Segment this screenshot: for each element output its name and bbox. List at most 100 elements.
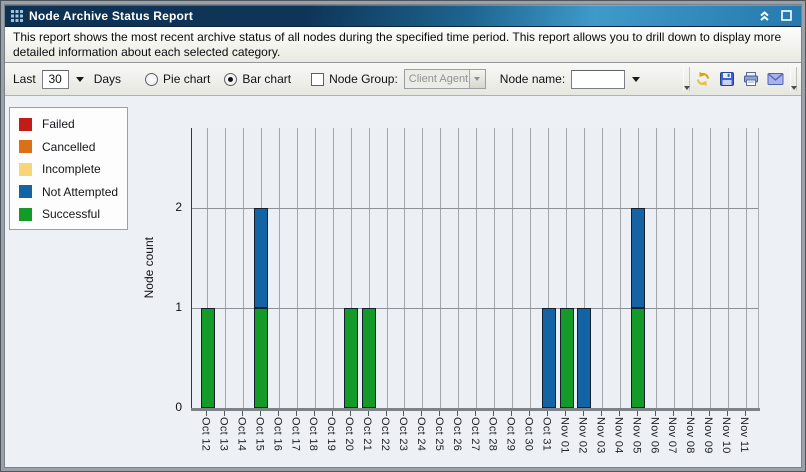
- x-axis-label: Oct 17: [289, 417, 302, 452]
- report-description: This report shows the most recent archiv…: [5, 27, 801, 63]
- x-axis-label: Oct 14: [235, 417, 248, 452]
- legend-item[interactable]: Cancelled: [19, 136, 127, 159]
- x-axis-label: Oct 12: [199, 417, 212, 452]
- pie-chart-label[interactable]: Pie chart: [163, 72, 211, 86]
- filter-toolbar: Last 30 Days Pie chart Bar chart Node Gr…: [5, 63, 801, 96]
- x-axis-label: Oct 29: [504, 417, 517, 452]
- status-legend: Failed Cancelled Incomplete Not Attempted Su…: [9, 107, 128, 230]
- vertical-gridline: [512, 128, 514, 408]
- x-axis-label: Oct 21: [361, 417, 374, 452]
- x-tick: [654, 411, 656, 416]
- bar-not-attempted[interactable]: [577, 308, 592, 408]
- last-label: Last: [13, 72, 36, 86]
- print-icon: [744, 72, 758, 86]
- x-tick: [475, 411, 477, 416]
- node-group-select[interactable]: Client Agent: [403, 69, 486, 89]
- x-tick: [259, 411, 261, 416]
- node-group-value: Client Agent: [404, 70, 469, 88]
- x-tick: [529, 411, 531, 416]
- vertical-gridline: [278, 128, 280, 408]
- horizontal-gridline: [192, 207, 758, 209]
- bar-successful[interactable]: [362, 308, 377, 408]
- x-axis-label: Oct 19: [325, 417, 338, 452]
- pie-chart-radio[interactable]: [145, 72, 159, 86]
- vertical-gridline: [494, 128, 496, 408]
- x-axis-label: Oct 16: [271, 417, 284, 452]
- vertical-gridline: [422, 128, 424, 408]
- x-tick: [457, 411, 459, 416]
- y-axis-tick: 1: [175, 300, 182, 314]
- node-name-dropdown-arrow-icon[interactable]: [632, 76, 641, 82]
- x-axis-label: Oct 22: [379, 417, 391, 452]
- x-tick: [672, 411, 674, 416]
- bar-successful[interactable]: [631, 308, 646, 408]
- chart-area: Failed Cancelled Incomplete Not Attempted Su…: [5, 96, 801, 467]
- vertical-gridline: [673, 128, 675, 408]
- bar-successful[interactable]: [254, 308, 269, 408]
- vertical-gridline: [332, 128, 334, 408]
- bar-chart-radio[interactable]: [224, 72, 238, 86]
- vertical-gridline: [242, 128, 244, 408]
- vertical-gridline: [727, 128, 729, 408]
- legend-item[interactable]: Not Attempted: [19, 181, 127, 204]
- refresh-icon: [696, 71, 710, 87]
- x-tick: [206, 411, 207, 416]
- x-axis-label: Oct 18: [307, 417, 320, 452]
- vertical-gridline: [745, 128, 747, 408]
- x-axis-label: Oct 31: [540, 417, 553, 452]
- x-axis-label: Oct 26: [450, 417, 463, 452]
- x-tick: [241, 411, 243, 416]
- last-days-dropdown-arrow-icon[interactable]: [75, 76, 84, 82]
- save-icon: [720, 72, 734, 86]
- bar-successful[interactable]: [559, 308, 574, 408]
- bar-not-attempted[interactable]: [541, 308, 556, 408]
- save-button[interactable]: [716, 68, 738, 90]
- x-axis-label: Oct 24: [414, 417, 427, 452]
- toolbar-overflow-handle[interactable]: [683, 67, 690, 91]
- bar-successful[interactable]: [200, 308, 215, 408]
- x-tick: [618, 411, 620, 416]
- toolbar-overflow-handle[interactable]: [790, 67, 797, 91]
- legend-item[interactable]: Incomplete: [19, 158, 127, 181]
- vertical-gridline: [476, 128, 478, 408]
- node-group-label: Node Group:: [329, 72, 398, 86]
- grid-icon: [11, 9, 23, 22]
- x-tick: [331, 411, 333, 416]
- bar-not-attempted[interactable]: [631, 208, 646, 308]
- refresh-button[interactable]: [692, 68, 714, 90]
- x-axis-label: Nov 08: [684, 417, 697, 454]
- x-axis-label: Nov 10: [720, 417, 733, 454]
- legend-label: Cancelled: [42, 139, 96, 154]
- x-tick: [726, 411, 728, 416]
- legend-item[interactable]: Successful: [19, 203, 127, 226]
- maximize-box-icon[interactable]: [779, 9, 793, 23]
- last-days-value[interactable]: 30: [41, 69, 69, 89]
- node-group-checkbox[interactable]: [311, 72, 325, 86]
- print-button[interactable]: [740, 68, 762, 90]
- x-axis-label: Oct 15: [253, 417, 266, 452]
- x-axis-label: Oct 23: [396, 417, 409, 452]
- x-tick: [421, 411, 423, 416]
- bar-successful[interactable]: [344, 308, 359, 408]
- legend-label: Not Attempted: [42, 184, 119, 199]
- x-axis-label: Oct 27: [468, 417, 481, 452]
- report-window-inner: Node Archive Status Report This report s…: [4, 4, 802, 468]
- x-tick: [313, 411, 315, 416]
- x-axis-label: Oct 13: [217, 417, 230, 452]
- bar-chart-label[interactable]: Bar chart: [242, 72, 292, 86]
- collapse-chevrons-icon[interactable]: [757, 9, 771, 23]
- node-name-input[interactable]: [571, 69, 626, 89]
- email-button[interactable]: [764, 68, 786, 90]
- node-group-dropdown-button[interactable]: [468, 70, 485, 88]
- bar-not-attempted[interactable]: [254, 208, 269, 308]
- legend-swatch: [19, 117, 32, 131]
- x-axis-label: Oct 28: [486, 417, 499, 452]
- vertical-gridline: [314, 128, 316, 408]
- x-tick: [582, 411, 584, 416]
- legend-item[interactable]: Failed: [19, 113, 127, 136]
- x-axis-label: Nov 11: [738, 417, 750, 453]
- vertical-gridline: [583, 128, 585, 408]
- legend-swatch: [19, 185, 32, 199]
- vertical-gridline: [548, 128, 550, 408]
